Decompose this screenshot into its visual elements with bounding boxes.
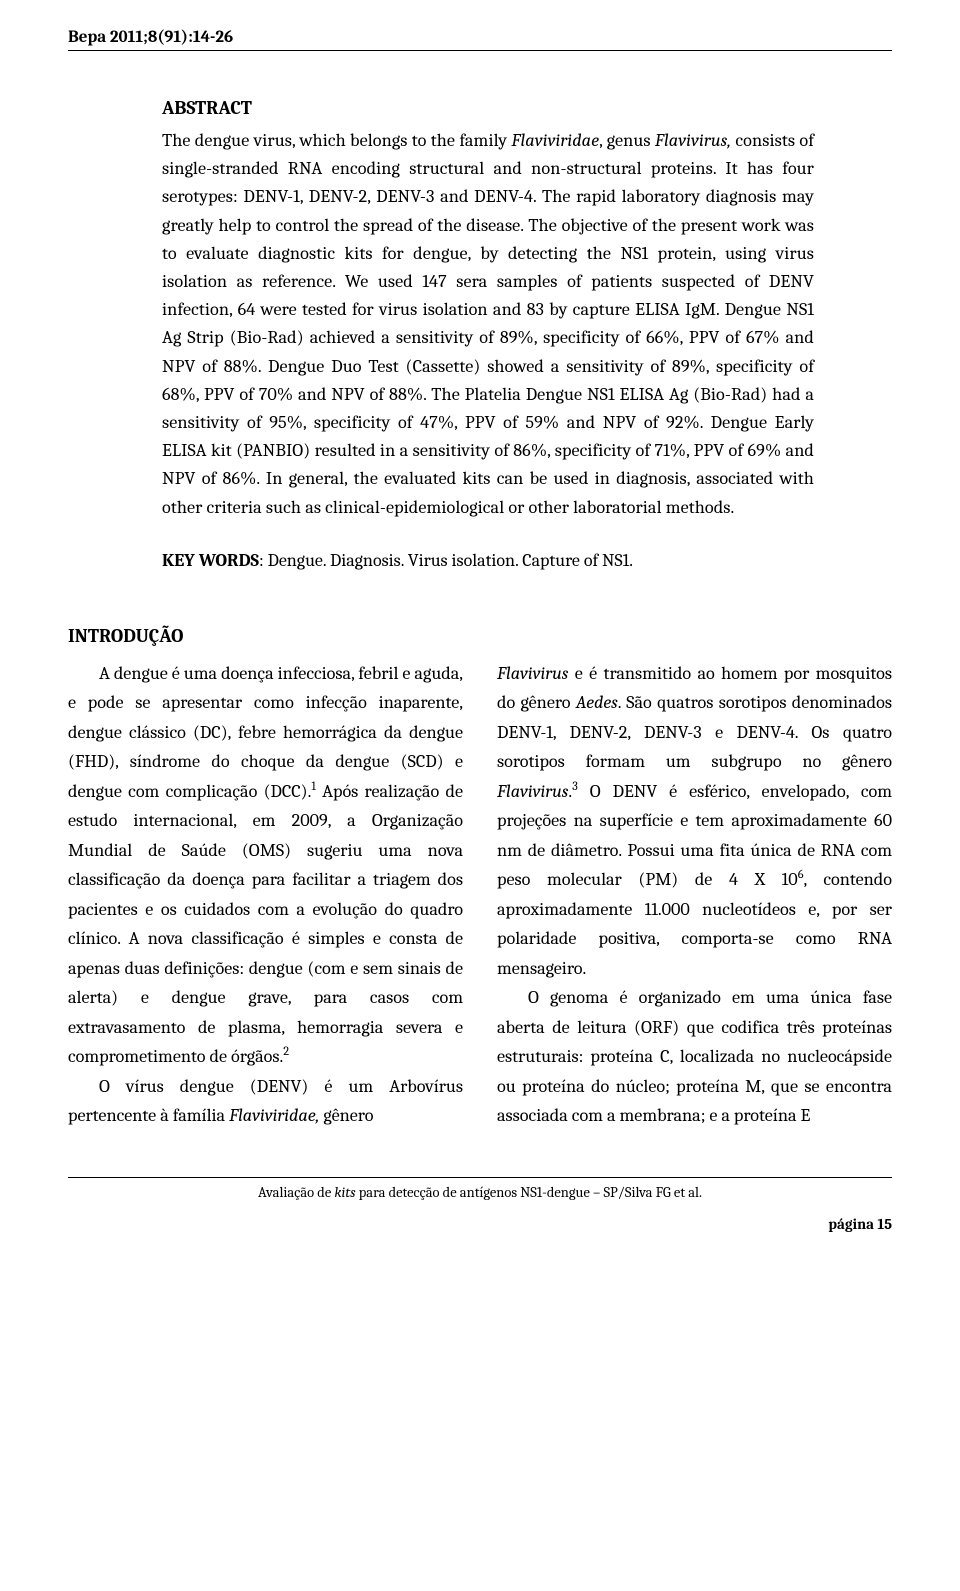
running-head: Bepa 2011;8(91):14-26 xyxy=(68,28,892,51)
page-number: página 15 xyxy=(68,1215,892,1233)
column-left: A dengue é uma doença infecciosa, febril… xyxy=(68,659,463,1131)
keywords: KEY WORDS: Dengue. Diagnosis. Virus isol… xyxy=(162,550,814,571)
keywords-label: KEY WORDS xyxy=(162,550,259,571)
abstract-body: The dengue virus, which belongs to the f… xyxy=(162,127,814,522)
keywords-text: : Dengue. Diagnosis. Virus isolation. Ca… xyxy=(259,550,633,571)
abstract-heading: ABSTRACT xyxy=(162,97,814,119)
para-left-1: A dengue é uma doença infecciosa, febril… xyxy=(68,659,463,1072)
section-heading-introducao: INTRODUÇÃO xyxy=(68,625,892,647)
para-right-1: Flavivirus e é transmitido ao homem por … xyxy=(497,659,892,983)
column-right: Flavivirus e é transmitido ao homem por … xyxy=(497,659,892,1131)
abstract-block: ABSTRACT The dengue virus, which belongs… xyxy=(162,97,814,571)
footer-citation: Avaliação de kits para detecção de antíg… xyxy=(68,1177,892,1201)
para-right-2: O genoma é organizado em uma única fase … xyxy=(497,983,892,1130)
para-left-2: O vírus dengue (DENV) é um Arbovírus per… xyxy=(68,1072,463,1131)
two-column-body: A dengue é uma doença infecciosa, febril… xyxy=(68,659,892,1131)
